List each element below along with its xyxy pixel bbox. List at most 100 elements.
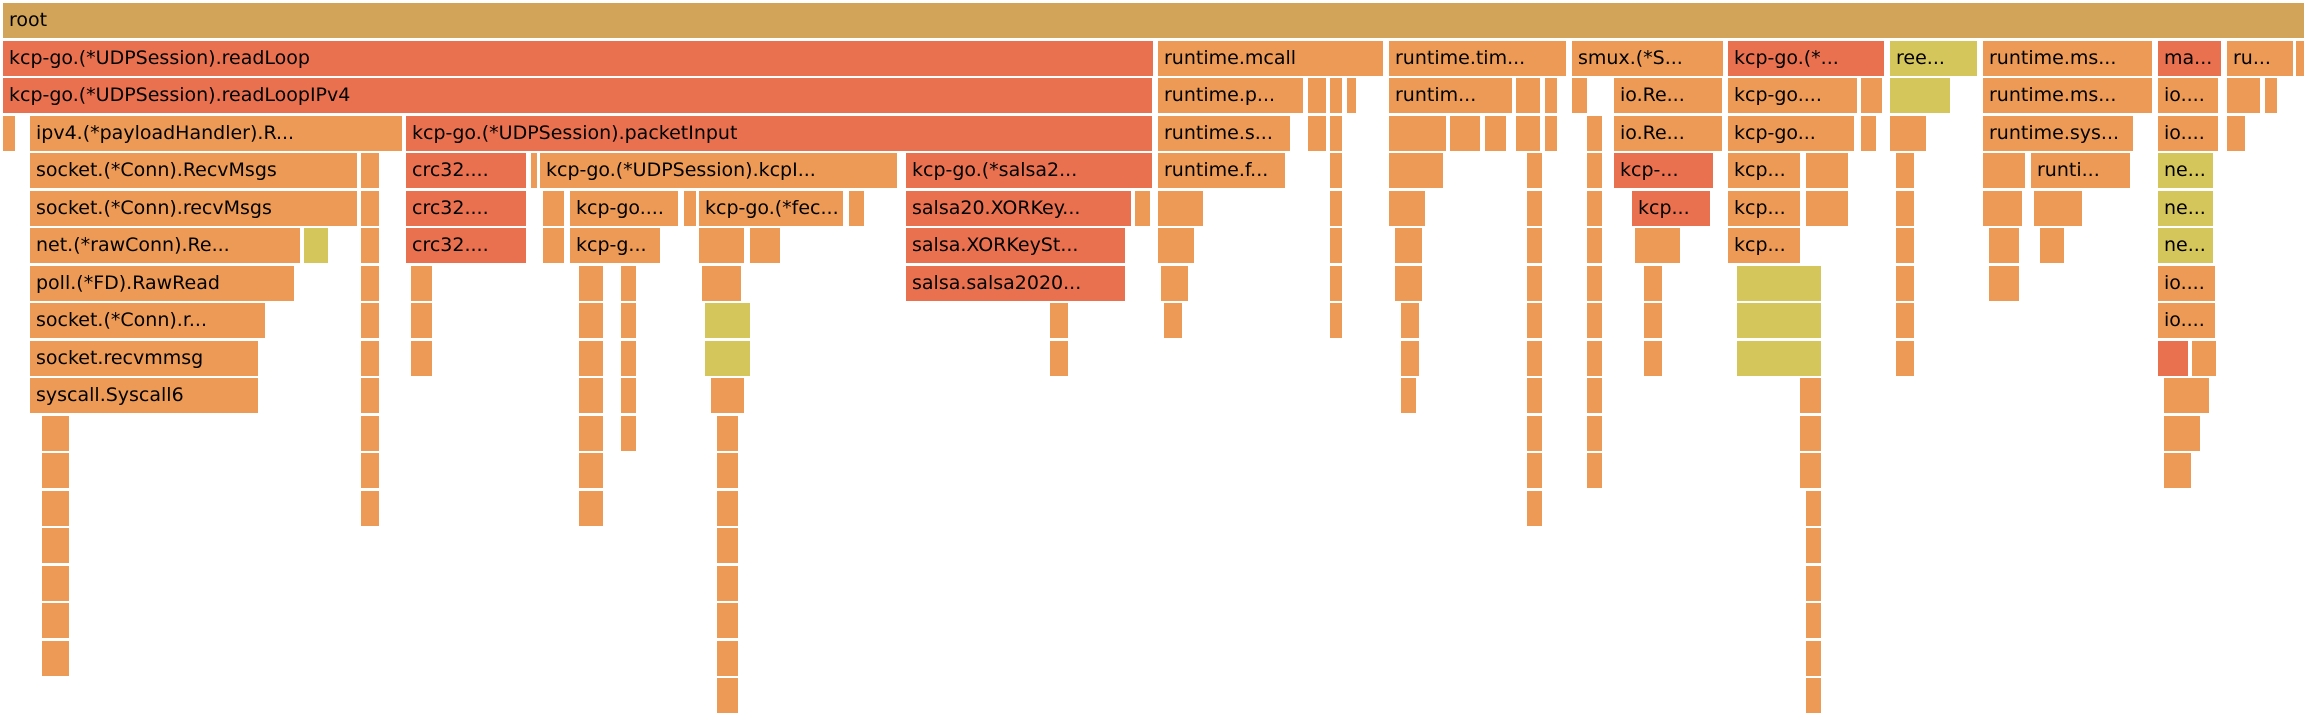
flame-frame[interactable]: poll.(*FD).RawRead bbox=[30, 265, 294, 301]
flame-frame[interactable]: crc32.... bbox=[406, 190, 526, 226]
flame-frame-unlabeled[interactable] bbox=[1737, 303, 1821, 338]
flame-frame[interactable]: runtime.ms... bbox=[1983, 40, 2152, 76]
flame-frame-unlabeled[interactable] bbox=[1587, 378, 1602, 413]
flame-frame[interactable]: kcp-go.... bbox=[1728, 78, 1857, 113]
flame-frame-unlabeled[interactable] bbox=[1527, 490, 1542, 526]
flame-frame-unlabeled[interactable] bbox=[42, 490, 69, 526]
flame-frame-unlabeled[interactable] bbox=[1587, 303, 1602, 338]
flame-frame[interactable]: kcp-go.(*UDPSession).packetInput bbox=[406, 115, 1152, 151]
flame-frame[interactable]: salsa20.XORKey... bbox=[906, 190, 1131, 226]
flame-frame-unlabeled[interactable] bbox=[543, 228, 564, 263]
flame-frame-unlabeled[interactable] bbox=[1389, 190, 1425, 226]
flame-frame-unlabeled[interactable] bbox=[2227, 115, 2245, 151]
flame-frame-unlabeled[interactable] bbox=[1983, 153, 2025, 188]
flame-frame-unlabeled[interactable] bbox=[579, 340, 603, 376]
flame-frame-unlabeled[interactable] bbox=[1527, 303, 1542, 338]
flame-frame-unlabeled[interactable] bbox=[1861, 115, 1876, 151]
flame-frame-unlabeled[interactable] bbox=[717, 565, 738, 601]
flame-frame-unlabeled[interactable] bbox=[1527, 453, 1542, 488]
flame-frame-unlabeled[interactable] bbox=[579, 378, 603, 413]
flame-frame-unlabeled[interactable] bbox=[1806, 678, 1821, 713]
flame-frame-unlabeled[interactable] bbox=[717, 528, 738, 563]
flame-frame[interactable]: crc32.... bbox=[406, 153, 526, 188]
flame-frame[interactable]: salsa.salsa2020... bbox=[906, 265, 1125, 301]
flame-frame-unlabeled[interactable] bbox=[1527, 415, 1542, 451]
flame-frame-unlabeled[interactable] bbox=[1587, 265, 1602, 301]
flame-frame[interactable]: kcp-go... bbox=[1728, 115, 1854, 151]
flame-frame-unlabeled[interactable] bbox=[705, 303, 750, 338]
flame-frame-unlabeled[interactable] bbox=[1644, 340, 1662, 376]
flame-frame-unlabeled[interactable] bbox=[1527, 340, 1542, 376]
flame-frame-unlabeled[interactable] bbox=[1800, 378, 1821, 413]
flame-frame-unlabeled[interactable] bbox=[1989, 228, 2019, 263]
flame-frame-unlabeled[interactable] bbox=[1737, 265, 1821, 301]
flame-frame-unlabeled[interactable] bbox=[1737, 340, 1821, 376]
flame-frame-unlabeled[interactable] bbox=[361, 190, 379, 226]
flame-frame[interactable]: net.(*rawConn).Re... bbox=[30, 228, 300, 263]
flame-frame-unlabeled[interactable] bbox=[42, 565, 69, 601]
flame-frame-unlabeled[interactable] bbox=[361, 490, 379, 526]
flame-frame-unlabeled[interactable] bbox=[1800, 453, 1821, 488]
flame-frame-unlabeled[interactable] bbox=[1806, 603, 1821, 638]
flame-frame-unlabeled[interactable] bbox=[1389, 153, 1443, 188]
flame-frame-unlabeled[interactable] bbox=[1308, 78, 1326, 113]
flame-frame-unlabeled[interactable] bbox=[1896, 190, 1914, 226]
flame-frame[interactable]: ru... bbox=[2227, 40, 2293, 76]
flame-frame-unlabeled[interactable] bbox=[1890, 115, 1926, 151]
flame-frame[interactable]: io.Re... bbox=[1614, 115, 1722, 151]
flame-frame[interactable]: root bbox=[3, 3, 2304, 38]
flame-frame[interactable]: runtim... bbox=[1389, 78, 1512, 113]
flame-frame-unlabeled[interactable] bbox=[1161, 265, 1188, 301]
flame-frame-unlabeled[interactable] bbox=[304, 228, 328, 263]
flame-frame-unlabeled[interactable] bbox=[1545, 115, 1557, 151]
flame-frame-unlabeled[interactable] bbox=[2164, 378, 2209, 413]
flame-frame-unlabeled[interactable] bbox=[1587, 190, 1602, 226]
flame-frame-unlabeled[interactable] bbox=[2158, 340, 2188, 376]
flame-frame-unlabeled[interactable] bbox=[1896, 153, 1914, 188]
flame-frame-unlabeled[interactable] bbox=[1635, 228, 1680, 263]
flame-frame-unlabeled[interactable] bbox=[1527, 265, 1542, 301]
flame-frame-unlabeled[interactable] bbox=[579, 415, 603, 451]
flame-frame-unlabeled[interactable] bbox=[1572, 78, 1587, 113]
flame-frame[interactable]: ipv4.(*payloadHandler).R... bbox=[30, 115, 402, 151]
flame-frame-unlabeled[interactable] bbox=[42, 415, 69, 451]
flame-frame-unlabeled[interactable] bbox=[2265, 78, 2277, 113]
flame-frame-unlabeled[interactable] bbox=[1587, 115, 1602, 151]
flame-frame-unlabeled[interactable] bbox=[42, 603, 69, 638]
flame-frame[interactable]: runtime.tim... bbox=[1389, 40, 1566, 76]
flame-frame-unlabeled[interactable] bbox=[579, 490, 603, 526]
flame-frame-unlabeled[interactable] bbox=[1135, 190, 1150, 226]
flame-frame-unlabeled[interactable] bbox=[1401, 378, 1416, 413]
flame-frame-unlabeled[interactable] bbox=[1516, 78, 1540, 113]
flame-frame[interactable]: kcp-go.(*fec... bbox=[699, 190, 843, 226]
flame-frame-unlabeled[interactable] bbox=[1896, 303, 1914, 338]
flame-frame-unlabeled[interactable] bbox=[1644, 303, 1662, 338]
flame-frame-unlabeled[interactable] bbox=[1164, 303, 1182, 338]
flame-frame-unlabeled[interactable] bbox=[1401, 340, 1419, 376]
flame-frame[interactable]: runtime.ms... bbox=[1983, 78, 2152, 113]
flame-frame-unlabeled[interactable] bbox=[849, 190, 864, 226]
flame-frame-unlabeled[interactable] bbox=[1330, 115, 1342, 151]
flame-frame-unlabeled[interactable] bbox=[1330, 265, 1342, 301]
flame-frame-unlabeled[interactable] bbox=[1158, 228, 1194, 263]
flame-frame-unlabeled[interactable] bbox=[684, 190, 696, 226]
flame-frame-unlabeled[interactable] bbox=[1545, 78, 1557, 113]
flame-frame-unlabeled[interactable] bbox=[1806, 565, 1821, 601]
flame-frame-unlabeled[interactable] bbox=[411, 340, 432, 376]
flame-frame-unlabeled[interactable] bbox=[1800, 415, 1821, 451]
flame-frame-unlabeled[interactable] bbox=[411, 265, 432, 301]
flame-frame-unlabeled[interactable] bbox=[2040, 228, 2064, 263]
flame-frame-unlabeled[interactable] bbox=[2192, 340, 2216, 376]
flame-frame[interactable]: runti... bbox=[2031, 153, 2130, 188]
flame-frame[interactable]: io.Re... bbox=[1614, 78, 1722, 113]
flame-frame[interactable]: syscall.Syscall6 bbox=[30, 378, 258, 413]
flame-frame-unlabeled[interactable] bbox=[621, 378, 636, 413]
flame-frame[interactable]: kcp-g... bbox=[570, 228, 660, 263]
flame-frame[interactable]: kcp-go.... bbox=[570, 190, 678, 226]
flame-frame-unlabeled[interactable] bbox=[1308, 115, 1326, 151]
flame-frame[interactable]: ma... bbox=[2158, 40, 2221, 76]
flame-frame[interactable]: socket.(*Conn).RecvMsgs bbox=[30, 153, 357, 188]
flame-frame-unlabeled[interactable] bbox=[1347, 78, 1356, 113]
flame-frame[interactable]: kcp-... bbox=[1614, 153, 1713, 188]
flame-frame-unlabeled[interactable] bbox=[1401, 303, 1419, 338]
